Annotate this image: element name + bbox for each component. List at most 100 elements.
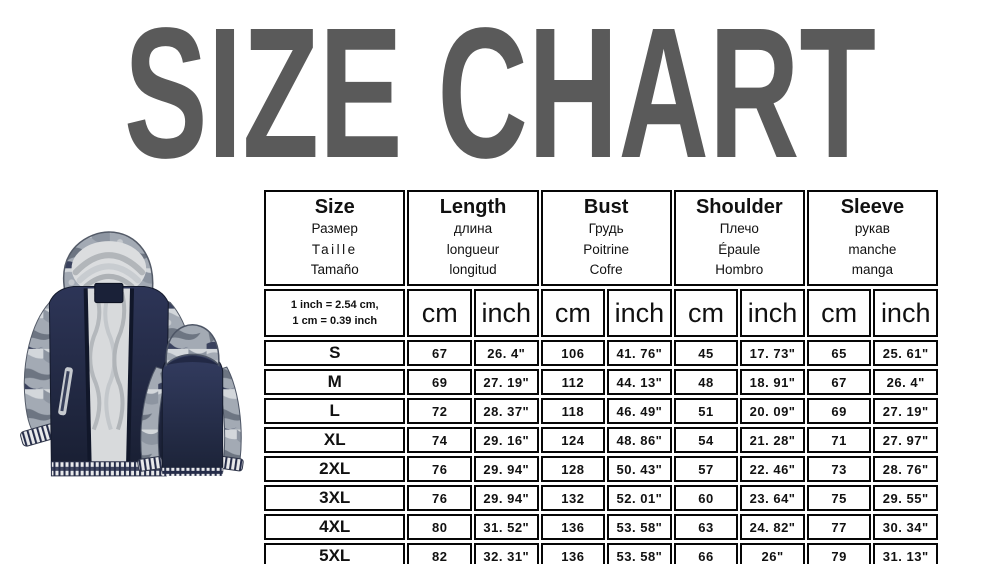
table-row-s: S 67 26. 4" 106 41. 76" 45 17. 73" 65 25…: [264, 340, 938, 366]
value-cell: 25. 61": [873, 340, 938, 366]
size-chart-table: Size Размер Taille Tamaño Length длина l…: [262, 187, 940, 564]
value-cell: 67: [407, 340, 473, 366]
size-label: 3XL: [264, 485, 406, 511]
value-cell: 26": [740, 543, 805, 564]
table-row-xl: XL 74 29. 16" 124 48. 86" 54 21. 28" 71 …: [264, 427, 938, 453]
value-cell: 53. 58": [607, 514, 672, 540]
jacket-front-view: [20, 231, 200, 477]
value-cell: 80: [407, 514, 473, 540]
value-cell: 45: [673, 340, 739, 366]
column-header-bust: Bust Грудь Poitrine Cofre: [540, 190, 672, 286]
value-cell: 76: [407, 456, 473, 482]
table-header-row: Size Размер Taille Tamaño Length длина l…: [264, 190, 938, 286]
value-cell: 48: [673, 369, 739, 395]
value-cell: 71: [806, 427, 872, 453]
page-title-text: SIZE CHART: [124, 12, 876, 164]
value-cell: 29. 94": [474, 456, 539, 482]
unit-cm-bust: cm: [540, 289, 606, 337]
value-cell: 52. 01": [607, 485, 672, 511]
value-cell: 20. 09": [740, 398, 805, 424]
value-cell: 31. 52": [474, 514, 539, 540]
header-label-ru: Грудь: [588, 220, 624, 236]
header-label-es: Hombro: [715, 262, 764, 278]
unit-cm-shoulder: cm: [673, 289, 739, 337]
value-cell: 63: [673, 514, 739, 540]
size-label: L: [264, 398, 406, 424]
value-cell: 44. 13": [607, 369, 672, 395]
value-cell: 54: [673, 427, 739, 453]
conversion-note-line1: 1 inch = 2.54 cm,: [290, 298, 379, 311]
value-cell: 79: [806, 543, 872, 564]
column-header-sleeve: Sleeve рукав manche manga: [806, 190, 938, 286]
header-label: Length: [439, 195, 507, 218]
jacket-product-image: [20, 231, 244, 477]
value-cell: 136: [540, 543, 606, 564]
header-label: Sleeve: [840, 195, 905, 218]
value-cell: 29. 16": [474, 427, 539, 453]
column-header-shoulder: Shoulder Плечо Épaule Hombro: [673, 190, 805, 286]
value-cell: 73: [806, 456, 872, 482]
unit-cm-sleeve: cm: [806, 289, 872, 337]
header-label-es: longitud: [449, 262, 497, 278]
header-label-fr: Épaule: [718, 241, 761, 257]
value-cell: 48. 86": [607, 427, 672, 453]
value-cell: 27. 19": [873, 398, 938, 424]
column-header-size: Size Размер Taille Tamaño: [264, 190, 406, 286]
size-label: 5XL: [264, 543, 406, 564]
table-row-4xl: 4XL 80 31. 52" 136 53. 58" 63 24. 82" 77…: [264, 514, 938, 540]
value-cell: 28. 76": [873, 456, 938, 482]
value-cell: 18. 91": [740, 369, 805, 395]
table-row-3xl: 3XL 76 29. 94" 132 52. 01" 60 23. 64" 75…: [264, 485, 938, 511]
value-cell: 128: [540, 456, 606, 482]
page-title: SIZE CHART: [124, 12, 876, 164]
table-row-m: M 69 27. 19" 112 44. 13" 48 18. 91" 67 2…: [264, 369, 938, 395]
column-header-length: Length длина longueur longitud: [407, 190, 539, 286]
value-cell: 112: [540, 369, 606, 395]
unit-inch-shoulder: inch: [740, 289, 805, 337]
conversion-note-line2: 1 cm = 0.39 inch: [292, 315, 378, 327]
value-cell: 124: [540, 427, 606, 453]
value-cell: 27. 19": [474, 369, 539, 395]
header-label-es: manga: [851, 262, 894, 278]
value-cell: 57: [673, 456, 739, 482]
value-cell: 69: [407, 369, 473, 395]
value-cell: 65: [806, 340, 872, 366]
value-cell: 118: [540, 398, 606, 424]
value-cell: 106: [540, 340, 606, 366]
size-label: 2XL: [264, 456, 406, 482]
header-label-es: Tamaño: [310, 262, 359, 278]
value-cell: 75: [806, 485, 872, 511]
value-cell: 30. 34": [873, 514, 938, 540]
value-cell: 50. 43": [607, 456, 672, 482]
table-row-l: L 72 28. 37" 118 46. 49" 51 20. 09" 69 2…: [264, 398, 938, 424]
header-label-es: Cofre: [589, 262, 623, 278]
value-cell: 26. 4": [474, 340, 539, 366]
value-cell: 24. 82": [740, 514, 805, 540]
value-cell: 26. 4": [873, 369, 938, 395]
header-label-fr: manche: [848, 241, 897, 257]
size-label: 4XL: [264, 514, 406, 540]
size-label: S: [264, 340, 406, 366]
unit-inch-sleeve: inch: [873, 289, 938, 337]
value-cell: 21. 28": [740, 427, 805, 453]
value-cell: 136: [540, 514, 606, 540]
value-cell: 31. 13": [873, 543, 938, 564]
header-label-ru: рукав: [854, 220, 890, 236]
unit-inch-length: inch: [474, 289, 539, 337]
table-row-2xl: 2XL 76 29. 94" 128 50. 43" 57 22. 46" 73…: [264, 456, 938, 482]
value-cell: 46. 49": [607, 398, 672, 424]
value-cell: 17. 73": [740, 340, 805, 366]
header-label-ru: Размер: [311, 220, 358, 236]
unit-inch-bust: inch: [607, 289, 672, 337]
header-label: Size: [314, 195, 355, 218]
size-label: XL: [264, 427, 406, 453]
value-cell: 60: [673, 485, 739, 511]
table-row-5xl: 5XL 82 32. 31" 136 53. 58" 66 26" 79 31.…: [264, 543, 938, 564]
value-cell: 32. 31": [474, 543, 539, 564]
table-units-row: 1 inch = 2.54 cm, 1 cm = 0.39 inch cm in…: [264, 289, 938, 337]
value-cell: 27. 97": [873, 427, 938, 453]
header-label: Shoulder: [695, 195, 783, 218]
value-cell: 74: [407, 427, 473, 453]
value-cell: 23. 64": [740, 485, 805, 511]
value-cell: 67: [806, 369, 872, 395]
